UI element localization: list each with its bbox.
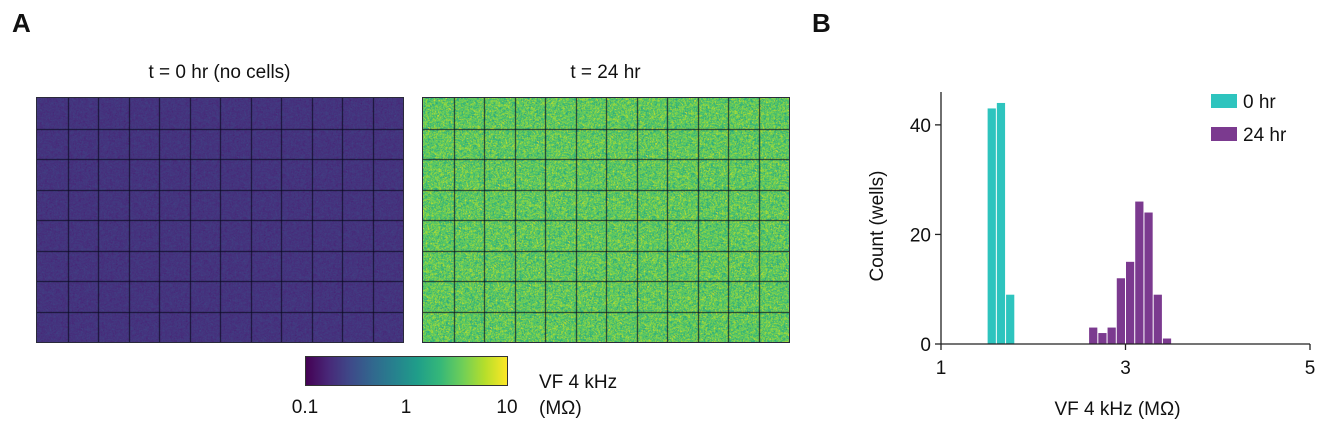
heatmap-t0-canvas [37, 98, 403, 342]
colorbar-label-line2: (MΩ) [539, 398, 582, 419]
x-tick-label-2: 5 [1305, 358, 1316, 379]
panel-b-letter: B [812, 8, 831, 38]
panel-a-letter: A [12, 8, 31, 38]
bar-1-3 [1116, 278, 1125, 344]
legend-label-0: 0 hr [1243, 92, 1276, 113]
bar-1-2 [1107, 327, 1116, 344]
bar-1-7 [1153, 294, 1162, 344]
bar-1-0 [1089, 327, 1098, 344]
x-ticks: 1 3 5 [936, 344, 1316, 379]
bar-1-6 [1144, 212, 1153, 344]
bar-0-1 [996, 102, 1006, 345]
x-axis-label: VF 4 kHz (MΩ) [1054, 399, 1180, 420]
bar-1-5 [1135, 201, 1144, 344]
y-tick-label-1: 20 [910, 225, 931, 246]
histogram: 1 3 5 0 20 40 VF 4 kHz (MΩ) Count (wells) 0 … [867, 92, 1316, 420]
heatmap-t0 [36, 97, 404, 343]
y-tick-label-0: 0 [920, 335, 931, 356]
colorbar-label-line1: VF 4 kHz [539, 372, 618, 393]
x-tick-label-1: 3 [1120, 358, 1131, 379]
y-tick-label-2: 40 [910, 116, 931, 137]
bar-1-4 [1126, 261, 1135, 344]
colorbar [305, 356, 508, 386]
heatmap-left-title: t = 0 hr (no cells) [148, 62, 291, 83]
heatmap-t24-canvas [423, 98, 789, 342]
colorbar-tick-2: 10 [496, 397, 518, 418]
x-tick-label-0: 1 [936, 358, 947, 379]
heatmap-t24 [422, 97, 790, 343]
legend-swatch-0 [1211, 94, 1237, 108]
colorbar-tick-1: 1 [400, 397, 412, 418]
y-axis-label: Count (wells) [867, 171, 888, 282]
legend-label-1: 24 hr [1243, 125, 1287, 146]
legend-swatch-1 [1211, 127, 1237, 141]
heatmap-right-title: t = 24 hr [570, 62, 641, 83]
bar-0-0 [987, 108, 996, 344]
bar-0-2 [1006, 294, 1015, 344]
colorbar-tick-0: 0.1 [291, 397, 319, 418]
bar-1-8 [1162, 338, 1172, 344]
bar-1-1 [1098, 333, 1107, 344]
legend: 0 hr 24 hr [1211, 92, 1287, 146]
histogram-bars [987, 102, 1172, 345]
y-ticks: 0 20 40 [910, 116, 941, 356]
